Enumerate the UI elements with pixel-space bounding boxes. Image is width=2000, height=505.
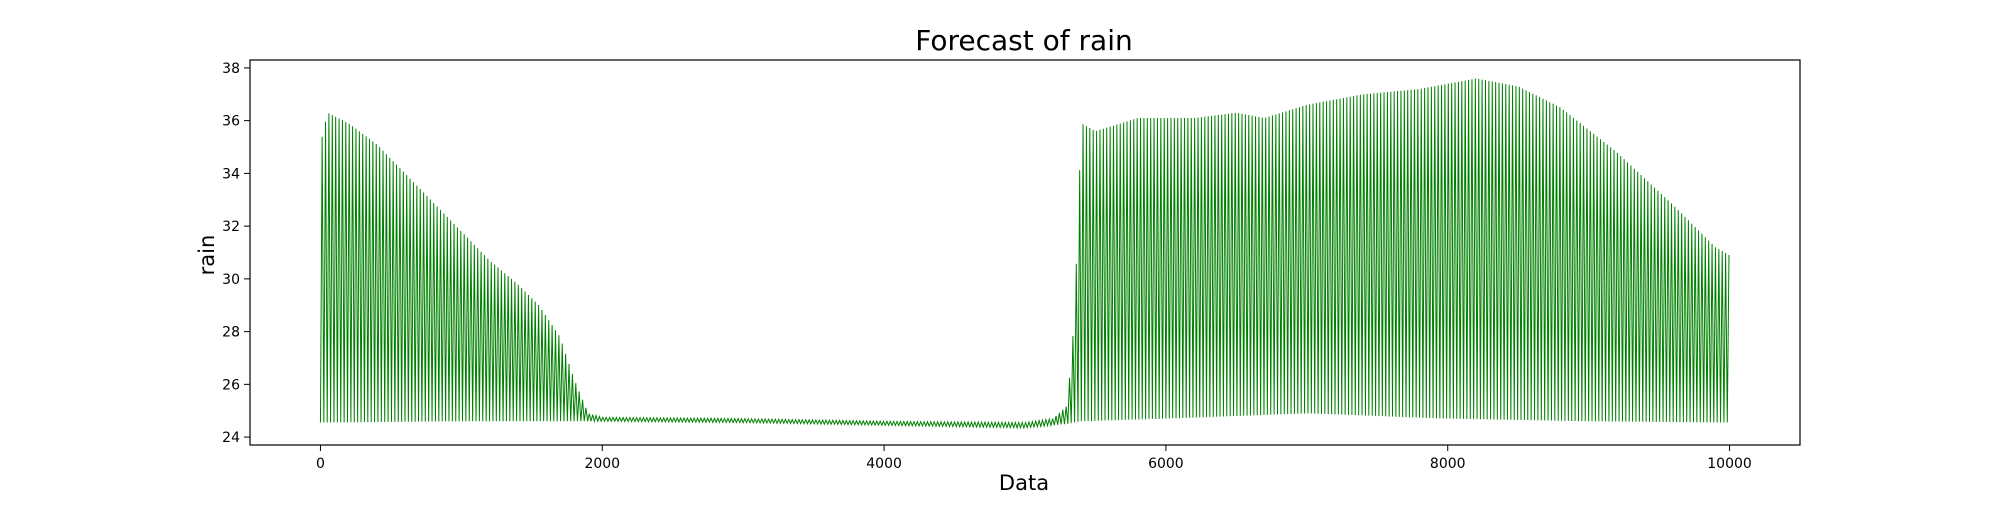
rain-series-line	[319, 78, 1730, 430]
y-tick-label: 24	[222, 430, 240, 446]
x-axis-ticks: 0 2000 4000 6000 8000 10000	[316, 445, 1752, 472]
y-tick-label: 36	[222, 114, 240, 130]
x-tick-label: 4000	[866, 456, 902, 472]
plot-area	[319, 78, 1730, 430]
y-tick-label: 32	[222, 219, 240, 235]
y-axis-label: rain	[195, 235, 219, 276]
y-tick-label: 34	[222, 166, 240, 182]
x-tick-label: 6000	[1148, 456, 1184, 472]
x-tick-label: 10000	[1707, 456, 1752, 472]
chart-title: Forecast of rain	[915, 24, 1132, 57]
x-tick-label: 2000	[584, 456, 620, 472]
y-tick-label: 26	[222, 377, 240, 393]
x-tick-label: 0	[316, 456, 325, 472]
x-tick-label: 8000	[1430, 456, 1466, 472]
y-tick-label: 38	[222, 61, 240, 77]
y-tick-label: 28	[222, 325, 240, 341]
y-axis-ticks: 24 26 28 30 32 34 36 38	[222, 61, 250, 446]
y-tick-label: 30	[222, 272, 240, 288]
x-axis-label: Data	[999, 471, 1049, 495]
plot-frame	[249, 59, 1801, 446]
